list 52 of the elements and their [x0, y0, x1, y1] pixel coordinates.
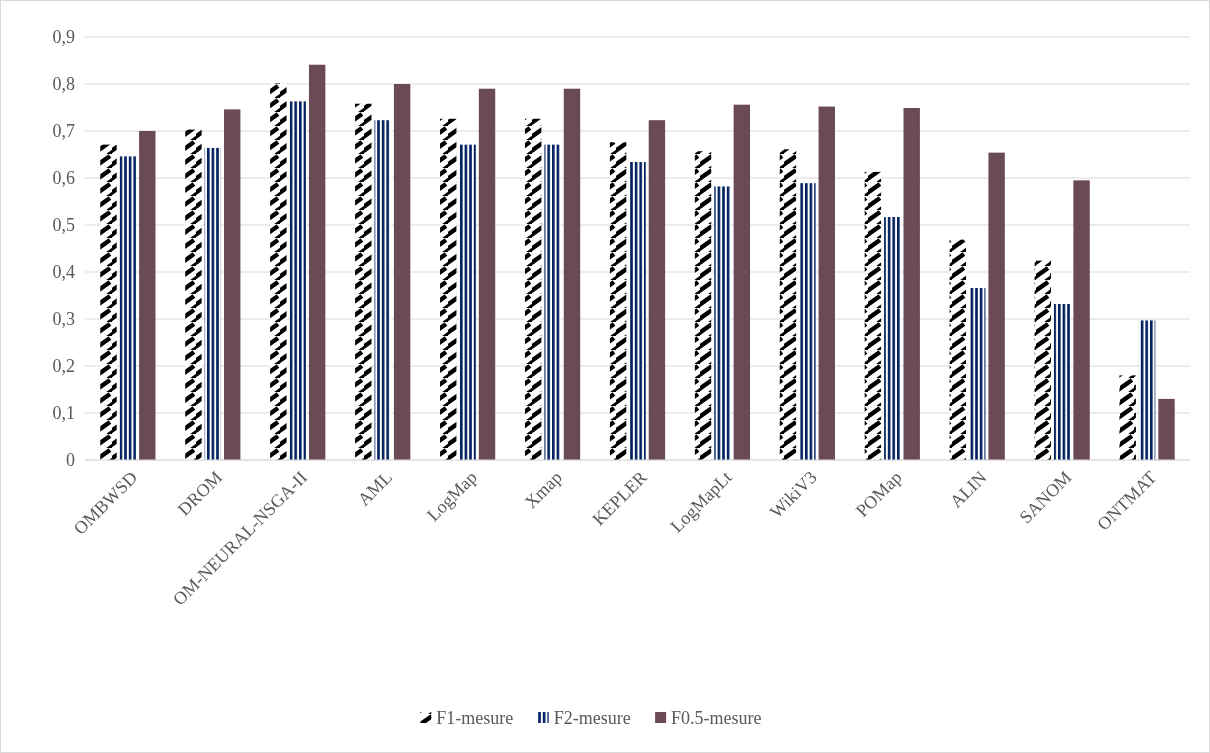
bar	[1119, 375, 1136, 460]
y-tick-label: 0,2	[52, 356, 75, 377]
bar	[864, 171, 882, 460]
bar	[818, 106, 835, 460]
y-tick-label: 0,6	[52, 168, 75, 189]
bar	[440, 118, 457, 460]
legend-label: F0.5-mesure	[671, 708, 762, 729]
y-tick-label: 0,5	[52, 215, 75, 236]
bar	[969, 287, 986, 460]
legend-label: F2-mesure	[553, 708, 631, 729]
bar	[355, 103, 372, 460]
bar	[459, 144, 476, 460]
bar	[609, 142, 627, 460]
legend-label: F1-mesure	[436, 708, 514, 729]
bar	[1138, 320, 1156, 460]
y-tick-label: 0,9	[52, 27, 75, 48]
bar	[289, 101, 306, 460]
bar	[988, 152, 1005, 460]
bar	[393, 84, 411, 460]
bar	[563, 88, 581, 460]
bar	[224, 109, 241, 460]
bar	[779, 149, 797, 460]
y-tick-label: 0,1	[52, 403, 75, 424]
y-tick-label: 0,4	[52, 262, 75, 283]
bar	[270, 83, 287, 460]
bar	[204, 147, 222, 460]
bar	[374, 120, 391, 460]
bar	[308, 64, 326, 460]
y-tick-label: 0	[66, 450, 75, 471]
bar	[100, 144, 117, 460]
bar	[1158, 398, 1175, 460]
bar	[799, 183, 816, 460]
bar	[648, 120, 666, 460]
bar	[139, 131, 156, 460]
bar	[714, 186, 731, 460]
bar	[185, 129, 202, 460]
bar	[119, 156, 137, 460]
bar	[629, 162, 646, 460]
bar	[1053, 303, 1071, 460]
y-tick-label: 0,3	[52, 309, 75, 330]
bar	[524, 118, 542, 460]
bar	[1034, 260, 1051, 460]
bar	[544, 144, 561, 460]
bar	[478, 88, 496, 460]
y-tick-label: 0,8	[52, 74, 75, 95]
bar	[884, 217, 901, 460]
bar	[694, 151, 712, 460]
y-tick-label: 0,7	[52, 121, 75, 142]
bar	[949, 239, 967, 460]
bar	[903, 107, 920, 460]
bar	[733, 104, 751, 460]
bar	[1073, 180, 1090, 460]
